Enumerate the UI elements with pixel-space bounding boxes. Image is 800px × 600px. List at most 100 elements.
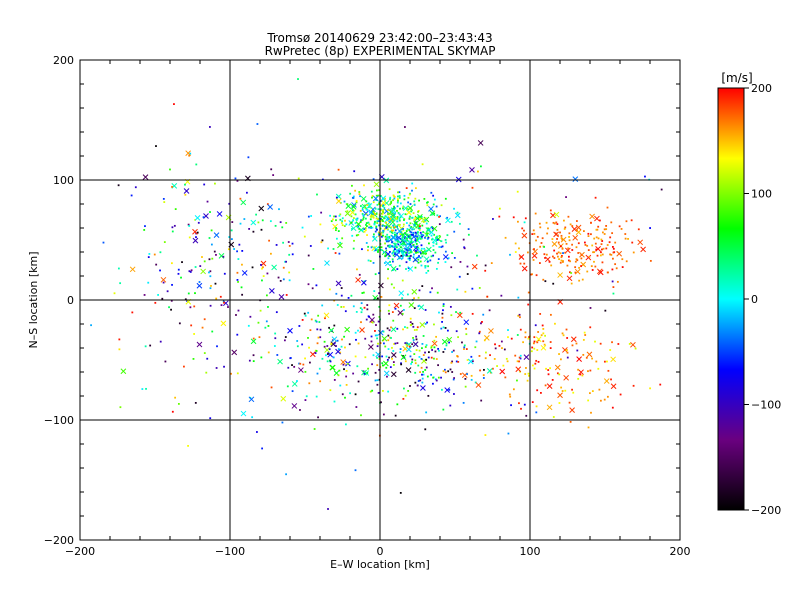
data-point <box>589 369 592 372</box>
colorbar <box>717 87 745 511</box>
data-point <box>356 217 359 220</box>
data-point <box>274 224 277 227</box>
data-point <box>397 195 399 198</box>
data-point <box>239 197 242 200</box>
data-point <box>471 312 474 315</box>
data-point <box>540 242 543 244</box>
data-point <box>443 368 446 371</box>
data-point <box>387 309 390 312</box>
data-point <box>184 193 187 196</box>
data-point <box>378 292 380 295</box>
data-point <box>341 393 344 396</box>
data-point <box>449 305 452 308</box>
data-point <box>596 254 599 257</box>
data-point-cross <box>309 351 316 358</box>
data-point <box>405 251 407 254</box>
data-point <box>533 232 536 235</box>
data-point <box>366 304 369 306</box>
data-point-cross <box>323 312 330 319</box>
data-point <box>164 360 167 363</box>
data-point <box>547 369 550 371</box>
data-point <box>275 244 278 246</box>
data-point <box>621 266 624 268</box>
data-point <box>589 326 592 329</box>
data-point <box>189 271 192 273</box>
data-point-cross <box>390 371 397 378</box>
data-point <box>649 259 652 262</box>
data-point <box>288 253 291 256</box>
data-point <box>335 229 337 232</box>
data-point <box>611 341 613 344</box>
data-point <box>396 205 399 208</box>
data-point <box>584 334 587 336</box>
x-axis-label: E–W location [km] <box>330 558 430 571</box>
data-point <box>371 389 374 392</box>
data-point-cross <box>287 327 293 334</box>
data-point <box>371 321 374 324</box>
data-point <box>315 350 318 352</box>
data-point <box>278 208 280 211</box>
data-point <box>478 287 481 289</box>
data-point-cross <box>425 227 432 233</box>
data-point <box>518 247 520 250</box>
data-point <box>287 366 290 369</box>
data-point <box>318 321 321 323</box>
data-point <box>409 203 412 205</box>
data-point <box>409 255 412 257</box>
data-point <box>358 228 361 230</box>
data-point <box>448 341 451 344</box>
data-point <box>315 320 318 323</box>
data-point-cross <box>446 336 453 343</box>
data-point <box>576 349 579 352</box>
data-point <box>320 241 323 244</box>
data-point-cross <box>372 195 379 202</box>
data-point <box>385 227 388 229</box>
data-point <box>196 231 199 234</box>
data-point <box>430 255 433 258</box>
data-point <box>369 390 372 393</box>
data-point <box>409 321 412 324</box>
data-point <box>556 238 558 240</box>
data-point <box>483 368 485 371</box>
data-point <box>291 364 293 366</box>
data-point <box>516 379 518 382</box>
data-point-cross <box>241 270 248 276</box>
data-point <box>396 216 399 218</box>
data-point <box>410 239 413 242</box>
data-point-cross <box>335 198 342 204</box>
data-point <box>410 244 413 247</box>
data-point <box>549 313 552 316</box>
data-point <box>305 395 308 398</box>
data-point <box>542 328 545 330</box>
data-point <box>593 251 596 254</box>
data-point-cross <box>360 279 367 286</box>
data-point <box>402 355 404 357</box>
data-point-cross <box>383 370 390 377</box>
data-point <box>223 272 226 275</box>
data-point <box>549 367 551 370</box>
data-point <box>197 221 200 224</box>
data-point <box>281 421 284 424</box>
data-point <box>379 200 382 202</box>
data-point <box>298 325 301 327</box>
data-point <box>377 224 380 227</box>
data-point <box>194 401 197 404</box>
data-point <box>599 399 602 402</box>
data-point <box>354 355 357 358</box>
data-point <box>526 251 529 254</box>
data-point <box>630 219 633 222</box>
data-point <box>590 411 592 414</box>
data-point <box>518 356 521 359</box>
data-point <box>444 371 447 374</box>
data-point <box>360 205 362 207</box>
data-point <box>474 381 477 384</box>
data-point <box>531 364 534 367</box>
data-point <box>427 269 430 272</box>
data-point <box>313 428 316 430</box>
y-tick-label: −100 <box>44 414 74 427</box>
data-point-cross <box>277 358 283 365</box>
data-point <box>519 328 522 331</box>
data-point <box>558 258 560 261</box>
data-point <box>435 379 438 382</box>
data-point <box>518 360 521 363</box>
